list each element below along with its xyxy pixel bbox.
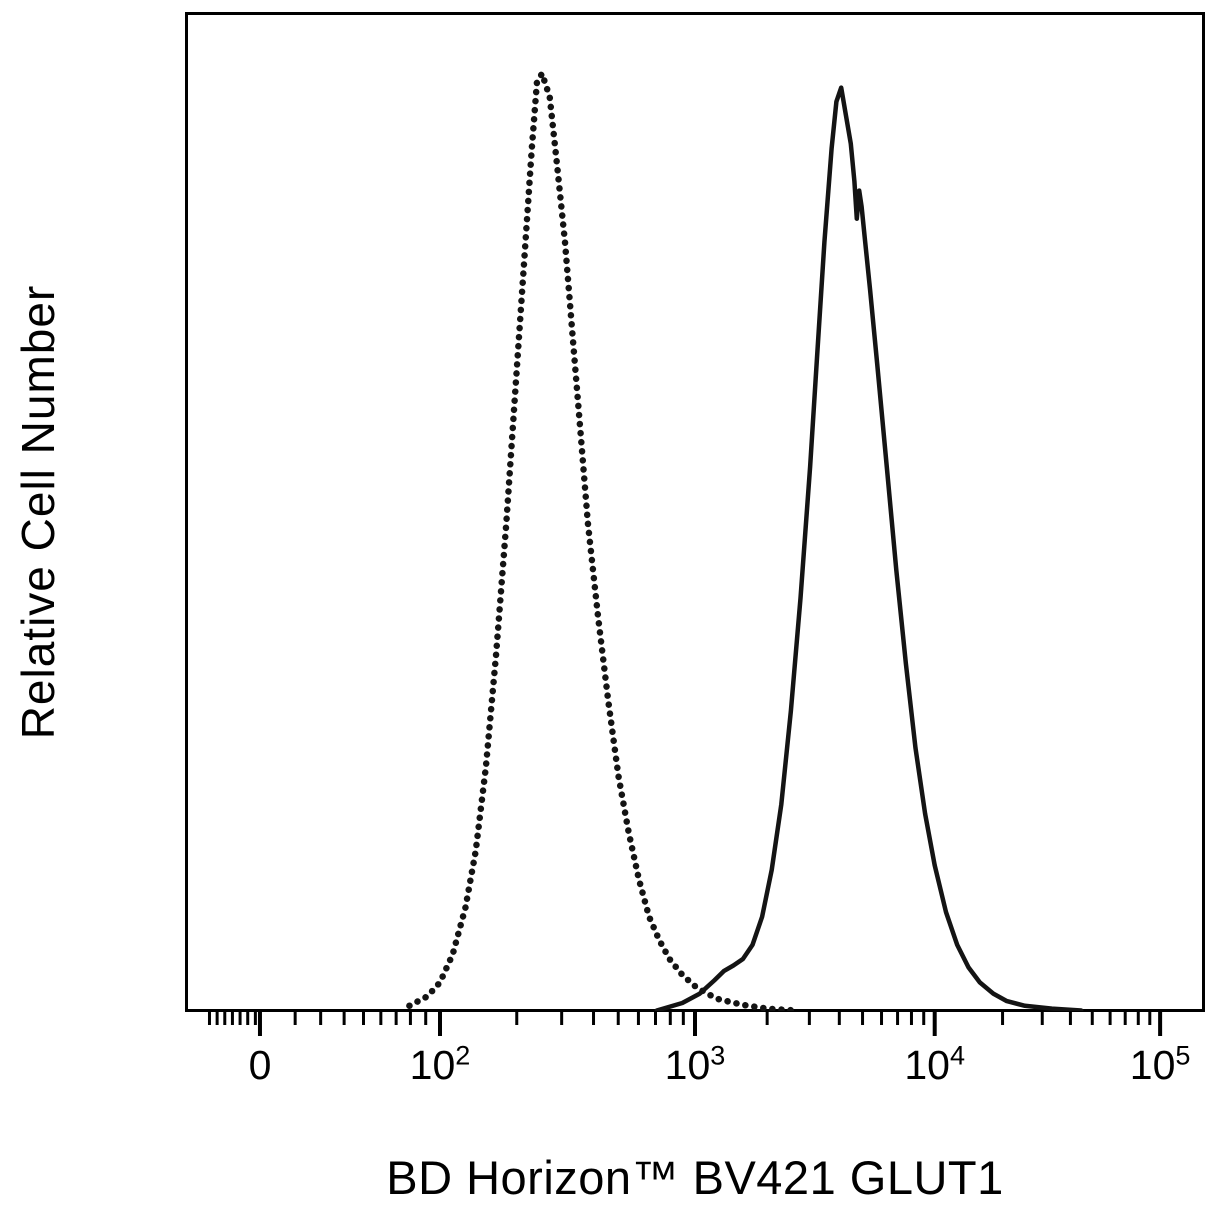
control-histogram-curve-dotted xyxy=(406,70,799,1011)
stained-histogram-curve-solid xyxy=(654,85,1084,1011)
x-tick-label: 104 xyxy=(904,1040,966,1088)
x-axis-ticks xyxy=(207,1012,1163,1036)
x-axis-tick-labels: 0 102 103 104 105 xyxy=(0,1042,1230,1112)
x-tick-label: 103 xyxy=(664,1040,726,1088)
plot-area xyxy=(185,12,1205,1012)
x-tick-label: 105 xyxy=(1129,1040,1191,1088)
x-tick-label: 102 xyxy=(409,1040,471,1088)
x-axis-title: BD Horizon™ BV421 GLUT1 xyxy=(386,1151,1004,1204)
x-tick-label: 0 xyxy=(248,1042,272,1088)
